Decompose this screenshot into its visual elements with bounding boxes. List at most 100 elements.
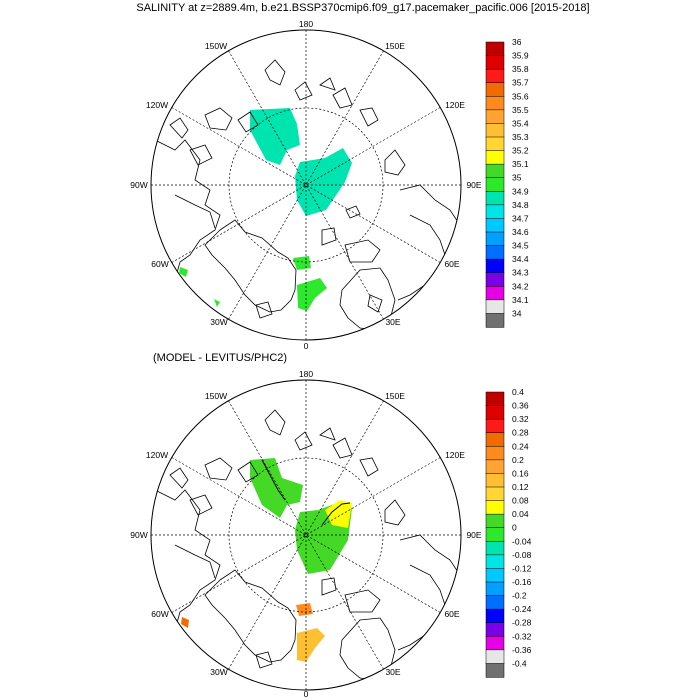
difference-colorbar-tick-label: 0.16 [512, 468, 529, 478]
lon-label-120w: 120W [146, 100, 168, 110]
salinity-colorbar-tick-label: 35.4 [512, 118, 529, 128]
difference-colorbar-tick-label: 0 [512, 523, 517, 533]
difference-subtitle: (MODEL - LEVITUS/PHC2) [153, 352, 287, 364]
difference-colorbar-tick-label: -0.28 [512, 618, 532, 628]
salinity-colorbar-swatch [485, 55, 505, 70]
difference-colorbar-tick-label: 0.2 [512, 455, 524, 465]
longitude-labels: 180 150E 120E 90E 60E 30E 0 30W 60W 90W … [130, 19, 482, 351]
difference-colorbar-swatch [485, 649, 505, 665]
difference-colorbar-tick-label: -0.12 [512, 563, 532, 573]
difference-colorbar-swatch [485, 636, 505, 651]
lon-label-180: 180 [299, 19, 313, 29]
difference-colorbar-swatch [485, 554, 505, 570]
salinity-colorbar-tick-label: 35.8 [512, 64, 529, 74]
salinity-colorbar-swatch [485, 231, 505, 247]
difference-colorbar-swatch [485, 622, 505, 637]
lon-label-120w: 120W [146, 450, 168, 460]
graticule [151, 380, 461, 690]
salinity-colorbar-tick-label: 34.8 [512, 200, 529, 210]
difference-colorbar: 0.4 0.36 0.32 0.28 0.24 0.2 0.16 0.12 0.08 0.04 0 -… [485, 387, 532, 678]
fram-strait-patch [293, 256, 311, 270]
difference-colorbar-tick-label: -0.16 [512, 577, 532, 587]
difference-colorbar-swatch [485, 432, 505, 447]
longitude-labels: 180 150E 120E 90E 60E 30E 0 30W 60W 90W … [130, 369, 482, 699]
salinity-colorbar-swatch [485, 41, 505, 57]
lon-label-30w: 30W [210, 317, 227, 327]
lon-label-60e: 60E [444, 259, 459, 269]
lon-label-120e: 120E [445, 450, 465, 460]
lomonosov-diff-patch [325, 500, 352, 528]
salinity-colorbar-tick-label: 34 [512, 308, 522, 318]
salinity-colorbar-tick-label: 35.6 [512, 91, 529, 101]
lon-label-90e: 90E [466, 180, 481, 190]
map-boundary [150, 29, 462, 341]
salinity-colorbar-swatch [485, 258, 505, 274]
salinity-colorbar-swatch [485, 68, 505, 84]
labrador-sea-diff-patch [181, 617, 189, 628]
salinity-colorbar-swatch [485, 218, 505, 233]
difference-colorbar-swatch [485, 391, 505, 407]
difference-colorbar-swatch [485, 486, 505, 502]
difference-colorbar-swatch [485, 527, 505, 542]
lon-label-0: 0 [304, 341, 309, 351]
difference-colorbar-tick-label: -0.24 [512, 604, 532, 614]
difference-field [181, 458, 352, 662]
salinity-colorbar-tick-label: 35.9 [512, 51, 529, 61]
lon-label-120e: 120E [445, 100, 465, 110]
salinity-colorbar-tick-label: 35.7 [512, 78, 529, 88]
lon-label-30e: 30E [385, 667, 400, 677]
difference-colorbar-tick-label: -0.04 [512, 536, 532, 546]
main-title: SALINITY at z=2889.4m, b.e21.BSSP370cmip… [136, 2, 589, 14]
difference-colorbar-swatch [485, 446, 505, 461]
salinity-colorbar-tick-label: 35.3 [512, 132, 529, 142]
salinity-colorbar-tick-label: 35.2 [512, 146, 529, 156]
eurasian-basin-patch [295, 148, 352, 216]
difference-colorbar-swatch [485, 581, 505, 597]
salinity-colorbar-tick-label: 35.1 [512, 159, 529, 169]
salinity-colorbar-tick-label: 34.2 [512, 281, 529, 291]
lon-label-0: 0 [304, 689, 309, 699]
salinity-colorbar-tick-label: 34.4 [512, 254, 529, 264]
salinity-colorbar-tick-label: 34.1 [512, 295, 529, 305]
difference-colorbar-tick-label: 0.4 [512, 387, 524, 397]
salinity-colorbar-tick-label: 34.9 [512, 186, 529, 196]
salinity-colorbar-tick-label: 34.3 [512, 268, 529, 278]
salinity-colorbar: 36 35.9 35.8 35.7 35.6 35.5 35.4 35.3 35.2 35.1 35… [485, 37, 529, 328]
difference-colorbar-swatch [485, 459, 505, 475]
salinity-colorbar-swatch [485, 96, 505, 111]
difference-colorbar-swatch [485, 595, 505, 610]
salinity-colorbar-tick-label: 36 [512, 37, 522, 47]
salinity-colorbar-tick-label: 34.5 [512, 241, 529, 251]
salinity-colorbar-tick-label: 34.6 [512, 227, 529, 237]
lon-label-150e: 150E [385, 41, 405, 51]
difference-colorbar-tick-label: 0.12 [512, 482, 529, 492]
difference-colorbar-tick-label: 0.24 [512, 441, 529, 451]
greenland-sea-patch [297, 278, 327, 311]
difference-colorbar-swatch [485, 663, 505, 678]
difference-colorbar-swatch [485, 568, 505, 583]
graticule [151, 30, 461, 340]
salinity-colorbar-swatch [485, 136, 505, 152]
difference-colorbar-tick-label: -0.32 [512, 631, 532, 641]
lon-label-60w: 60W [151, 259, 168, 269]
salinity-colorbar-tick-label: 35.5 [512, 105, 529, 115]
salinity-colorbar-swatch [485, 245, 505, 260]
labrador-sea-patch-1 [179, 267, 188, 277]
greenland-sea-diff-patch [297, 628, 325, 662]
difference-colorbar-swatch [485, 405, 505, 420]
lon-label-60e: 60E [444, 609, 459, 619]
salinity-colorbar-swatch [485, 163, 505, 179]
difference-colorbar-swatch [485, 418, 505, 434]
difference-colorbar-tick-label: -0.4 [512, 658, 527, 668]
salinity-colorbar-swatch [485, 313, 505, 328]
salinity-colorbar-swatch [485, 286, 505, 301]
coastlines [154, 59, 461, 331]
lon-label-150w: 150W [205, 41, 227, 51]
difference-colorbar-tick-label: 0.04 [512, 509, 529, 519]
salinity-colorbar-swatch [485, 177, 505, 192]
fram-strait-diff-patch [296, 603, 313, 616]
lon-label-30e: 30E [385, 317, 400, 327]
lon-label-90e: 90E [466, 530, 481, 540]
salinity-colorbar-swatch [485, 204, 505, 220]
